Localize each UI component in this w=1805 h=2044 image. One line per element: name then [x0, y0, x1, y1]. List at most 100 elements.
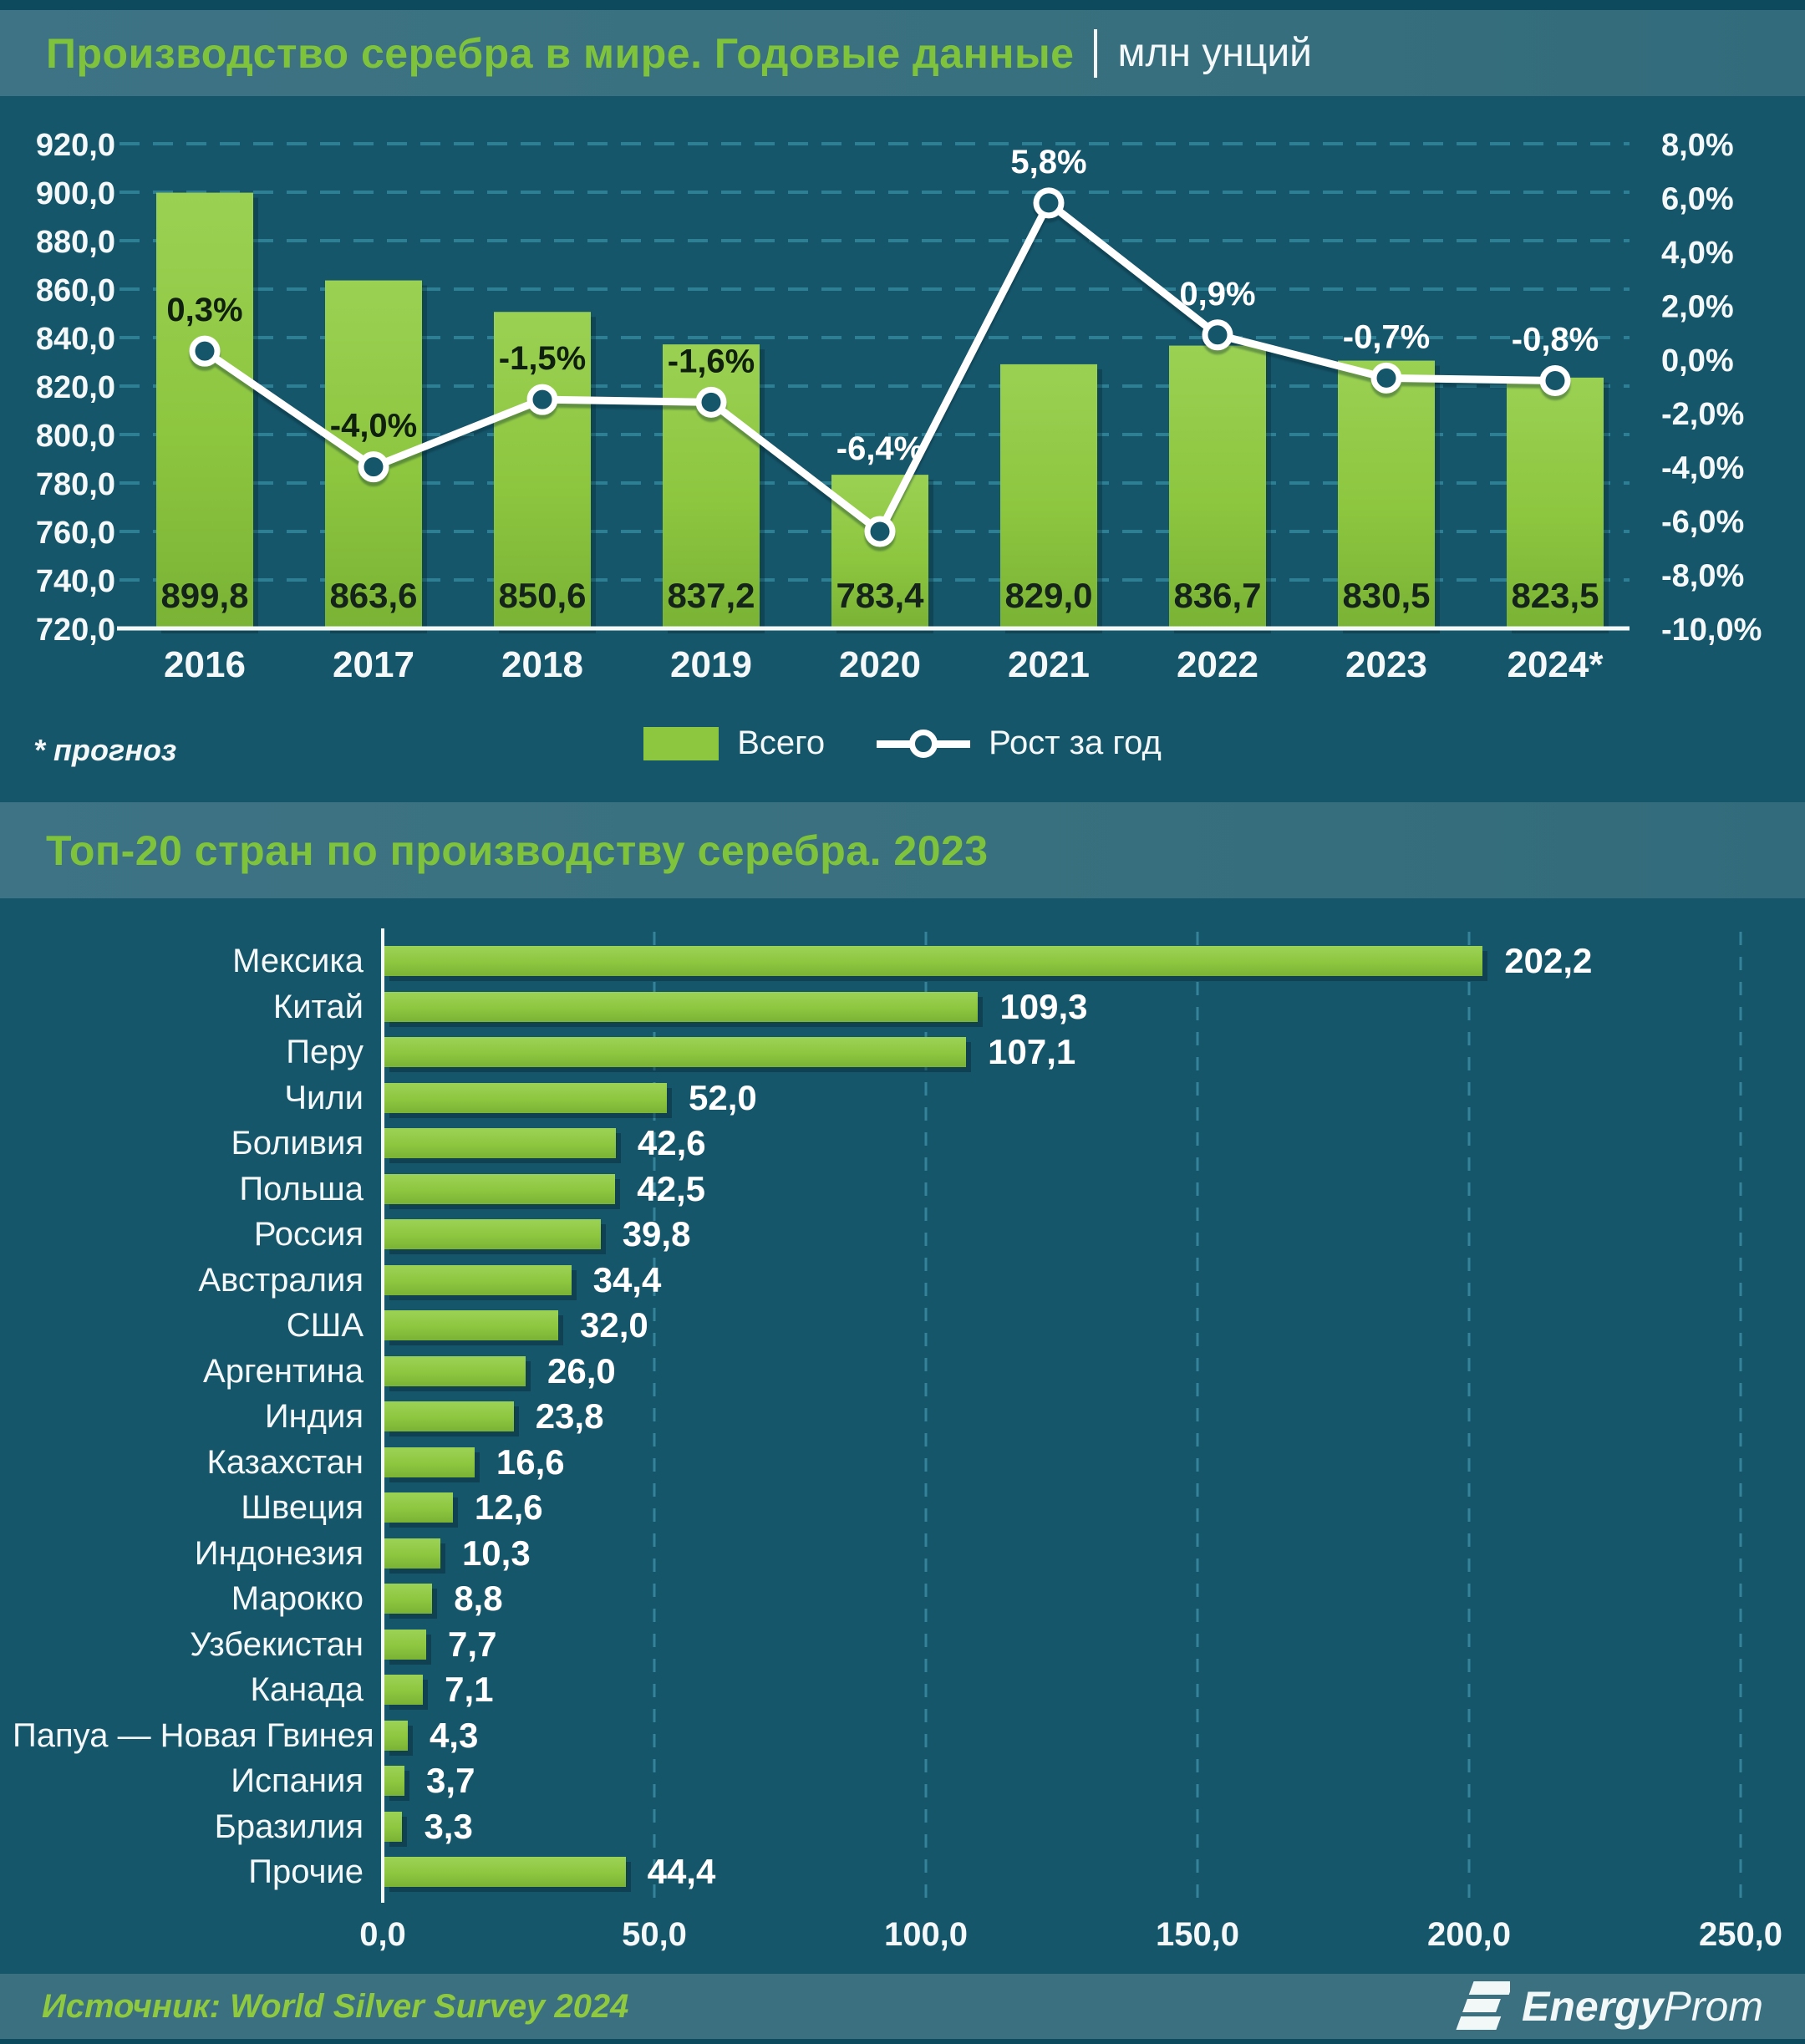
x-axis-tick: 100,0: [883, 1916, 969, 1953]
x-axis-year: 2024*: [1507, 644, 1604, 685]
bar-value-label: 823,5: [1511, 576, 1599, 615]
country-bar-4: [384, 1082, 667, 1113]
x-axis-tick: 250,0: [1698, 1916, 1783, 1953]
country-value: 7,1: [445, 1670, 494, 1709]
category-label: Казахстан: [206, 1443, 364, 1481]
growth-label: -4,0%: [330, 408, 418, 445]
line-marker: [1033, 187, 1065, 219]
bar-2018: [494, 312, 591, 628]
y-axis-tick: 800,0: [36, 419, 115, 454]
bar-2021: [1000, 364, 1097, 628]
x-axis-year: 2019: [670, 644, 752, 685]
legend-bar-swatch: [643, 726, 719, 760]
line-marker: [189, 335, 221, 367]
country-bar-2: [384, 991, 978, 1022]
chart2-title: Топ-20 стран по производству серебра. 20…: [46, 826, 989, 874]
category-label: Австралия: [198, 1261, 364, 1299]
y-axis-tick: 720,0: [36, 613, 115, 648]
category-label: Польша: [239, 1170, 364, 1208]
logo-text-energy: Energy: [1522, 1983, 1664, 2030]
x-axis-year: 2020: [839, 644, 921, 685]
chart1-title: Производство серебра в мире. Годовые дан…: [46, 29, 1075, 77]
bar-2024*: [1507, 377, 1604, 628]
line-marker: [526, 384, 558, 415]
country-value: 32,0: [580, 1305, 648, 1345]
category-label: Аргентина: [203, 1352, 364, 1390]
y-axis-tick: 780,0: [36, 467, 115, 502]
category-label: Россия: [253, 1216, 364, 1253]
category-label: Бразилия: [214, 1808, 364, 1845]
country-value: 23,8: [535, 1396, 604, 1436]
country-bar-17: [384, 1675, 423, 1705]
x-axis-tick: 0,0: [359, 1916, 406, 1953]
country-bar-16: [384, 1629, 426, 1660]
bar-value-label: 863,6: [329, 576, 417, 615]
annual-production-chart: 920,0 900,0 880,0 860,0 840,0 820,0 800,0 780,0…: [36, 128, 1762, 685]
growth-label: 0,9%: [1179, 276, 1255, 313]
x-axis-year: 2023: [1345, 644, 1427, 685]
country-value: 34,4: [592, 1259, 662, 1299]
category-label: Индонезия: [194, 1534, 364, 1572]
category-label: Прочие: [248, 1853, 364, 1890]
bottom-strip: [0, 2039, 1805, 2044]
line-marker: [1539, 365, 1571, 397]
line-marker: [1202, 319, 1233, 351]
y-axis-tick: 740,0: [36, 564, 115, 599]
country-bar-21: [384, 1857, 626, 1887]
x-axis-tick: 200,0: [1426, 1916, 1512, 1953]
category-label: Боливия: [231, 1125, 364, 1162]
line-marker: [864, 516, 896, 547]
country-bar-9: [384, 1310, 558, 1340]
legend-line-marker: [909, 729, 938, 758]
country-bar-5: [384, 1128, 616, 1158]
y2-axis-tick: -8,0%: [1661, 559, 1744, 594]
country-value: 109,3: [999, 986, 1088, 1026]
bar-2022: [1169, 345, 1266, 628]
bar-value-label: 836,7: [1173, 576, 1261, 615]
bar-value-label: 783,4: [836, 576, 924, 615]
country-value: 26,0: [547, 1350, 616, 1391]
country-value: 16,6: [496, 1441, 565, 1482]
country-bar-11: [384, 1401, 514, 1431]
country-bar-7: [384, 1219, 601, 1249]
country-bar-20: [384, 1811, 402, 1842]
growth-label: 5,8%: [1010, 144, 1086, 181]
y-axis-tick: 880,0: [36, 225, 115, 260]
y-axis-tick: 840,0: [36, 322, 115, 357]
y-axis-tick: 900,0: [36, 176, 115, 211]
bar-value-label: 899,8: [160, 576, 248, 615]
category-label: Марокко: [231, 1580, 364, 1617]
country-value: 202,2: [1504, 941, 1593, 980]
country-value: 3,3: [424, 1806, 473, 1846]
y2-axis-tick: -2,0%: [1661, 397, 1744, 432]
country-bar-3: [384, 1037, 966, 1067]
x-axis-year: 2022: [1177, 644, 1258, 685]
country-value: 10,3: [461, 1533, 531, 1573]
growth-line-group: [189, 187, 1571, 547]
category-label: Папуа — Новая Гвинея: [13, 1716, 374, 1754]
bar-2016: [156, 192, 253, 628]
country-bar-13: [384, 1492, 453, 1523]
country-value: 4,3: [429, 1715, 479, 1755]
country-bar-14: [384, 1538, 440, 1569]
legend-bar-label: Всего: [737, 725, 826, 761]
chart2-top20-countries: Мексика 202,2 Китай 109,3 Перу 107,1 Чили 52,0 Б…: [0, 898, 1805, 1974]
country-bar-6: [384, 1173, 615, 1204]
category-label: США: [286, 1307, 364, 1344]
category-label: Узбекистан: [190, 1625, 364, 1663]
growth-label: -1,6%: [668, 343, 755, 379]
growth-label: -1,5%: [499, 340, 587, 377]
x-axis-year: 2016: [164, 644, 246, 685]
y2-axis-tick: -6,0%: [1661, 505, 1744, 540]
chart1-annual-production: 920,0 900,0 880,0 860,0 840,0 820,0 800,0 780,0…: [0, 96, 1805, 802]
y2-axis-tick: 6,0%: [1661, 181, 1734, 216]
category-label: Мексика: [232, 943, 364, 979]
legend-line-label: Рост за год: [989, 725, 1162, 761]
chart2-header: Топ-20 стран по производству серебра. 20…: [0, 802, 1805, 898]
country-value: 52,0: [689, 1077, 757, 1117]
y2-axis-tick: 8,0%: [1661, 128, 1734, 163]
growth-label: -6,4%: [836, 430, 924, 467]
category-label: Перу: [286, 1034, 364, 1070]
line-marker: [695, 386, 727, 418]
bar-2020: [831, 475, 928, 628]
